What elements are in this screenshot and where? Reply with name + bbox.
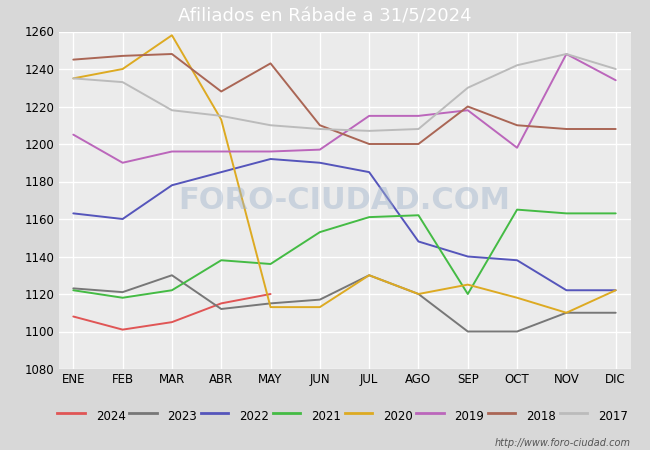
Text: Afiliados en Rábade a 31/5/2024: Afiliados en Rábade a 31/5/2024 [178,8,472,26]
Text: 2021: 2021 [311,410,341,423]
Text: 2017: 2017 [598,410,628,423]
Text: 2018: 2018 [526,410,556,423]
Text: FORO-CIUDAD.COM: FORO-CIUDAD.COM [179,186,510,215]
Text: 2022: 2022 [239,410,269,423]
Text: http://www.foro-ciudad.com: http://www.foro-ciudad.com [495,438,630,448]
Text: 2023: 2023 [168,410,197,423]
Text: 2024: 2024 [96,410,125,423]
Text: 2020: 2020 [383,410,413,423]
Text: 2019: 2019 [454,410,484,423]
